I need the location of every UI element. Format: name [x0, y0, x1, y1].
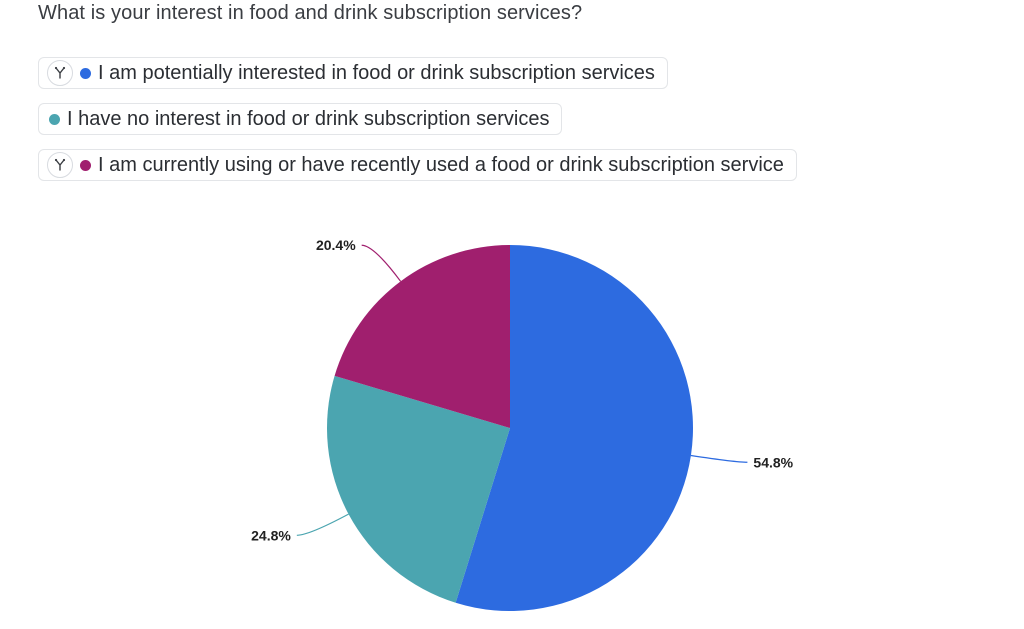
legend-color-dot — [80, 159, 91, 171]
slice-leader-line — [296, 513, 349, 536]
slice-data-label: 24.8% — [251, 527, 291, 543]
pie-slice[interactable] — [326, 375, 510, 603]
legend-label: I have no interest in food or drink subs… — [67, 107, 550, 130]
pie-slice[interactable] — [455, 245, 693, 611]
legend: I am potentially interested in food or d… — [38, 57, 797, 195]
pie-slice[interactable] — [334, 245, 510, 428]
legend-color-dot — [49, 113, 60, 125]
slice-data-label: 54.8% — [753, 454, 793, 470]
legend-item-currently-using[interactable]: I am currently using or have recently us… — [38, 149, 797, 181]
slice-leader-line — [690, 454, 748, 463]
question-title: What is your interest in food and drink … — [38, 2, 583, 24]
legend-label: I am currently using or have recently us… — [98, 153, 784, 176]
branch-icon[interactable] — [47, 60, 73, 86]
branch-icon[interactable] — [47, 152, 73, 178]
legend-label: I am potentially interested in food or d… — [98, 61, 655, 84]
legend-item-potentially-interested[interactable]: I am potentially interested in food or d… — [38, 57, 668, 89]
legend-item-no-interest[interactable]: I have no interest in food or drink subs… — [38, 103, 563, 135]
slice-data-label: 20.4% — [316, 237, 356, 253]
slice-leader-line — [361, 244, 402, 282]
legend-color-dot — [80, 67, 91, 79]
